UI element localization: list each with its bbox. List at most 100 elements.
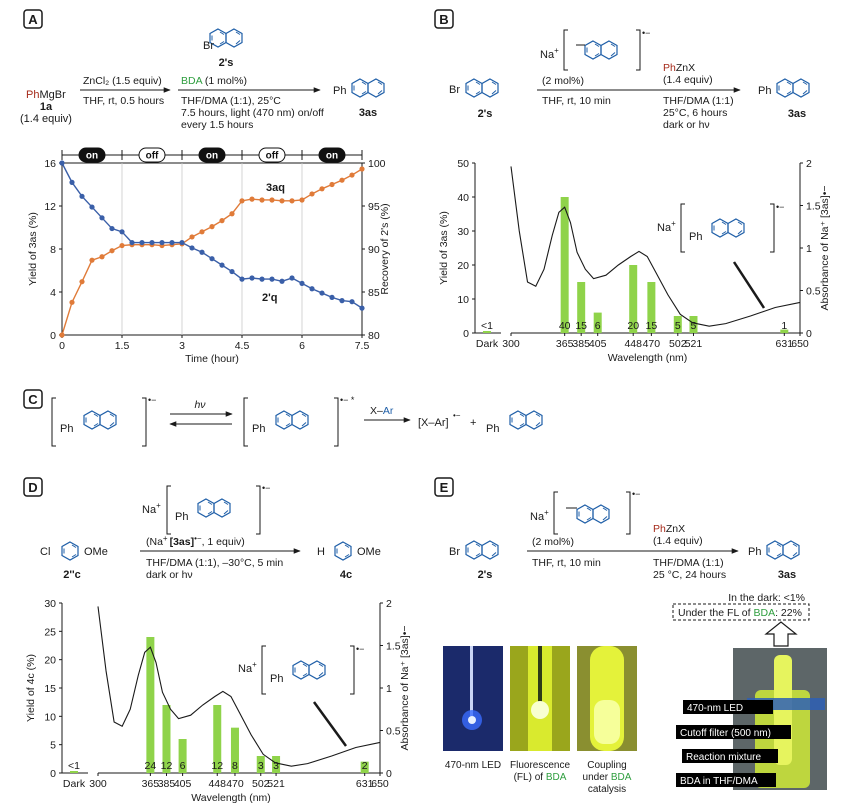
chartB-bar-448	[629, 265, 638, 333]
chart-a-point-3aq	[309, 191, 315, 197]
d-cond1: THF/DMA (1:1), –30°C, 5 min	[146, 557, 283, 569]
e-reagent-equiv: (1.4 equiv)	[653, 535, 703, 547]
chartD-ylabel-right: Absorbance of Na⁺ [3as]•−	[399, 625, 411, 750]
d-radical: •−	[262, 483, 270, 493]
panel-d-badge	[23, 477, 43, 497]
chart-a-point-3aq	[279, 198, 285, 204]
chartB-ytick-left-label: 10	[457, 294, 469, 306]
chartD-bar-label-448: 12	[211, 760, 223, 772]
d-start-name: 2''c	[63, 569, 80, 581]
product-structure	[351, 78, 385, 98]
chart-a-xtick-label: 7.5	[355, 340, 370, 352]
chartB-bar-Dark	[483, 331, 491, 333]
e-product-ph: Ph	[748, 546, 761, 558]
e-up-arrow	[764, 621, 798, 647]
chart-a: 0 1.5 3 4.5 6 7.5 0 4 8 12 16 80 85 90 95 100 Time (hour…	[27, 158, 391, 365]
chartB-bar-label-521: 5	[691, 320, 697, 332]
chart-a-point-3aq	[199, 229, 205, 235]
d-product-name: 4c	[340, 569, 352, 581]
panel-a-badge	[23, 9, 43, 29]
e-step1-bottom: THF, rt, 10 min	[532, 557, 601, 569]
e-cond1: THF/DMA (1:1)	[653, 557, 724, 569]
chart-a-point-3aq	[289, 198, 295, 204]
chartB-bar-502	[673, 316, 682, 333]
b-cat-structure	[584, 40, 618, 60]
setup-callouts: 470-nm LED Cutoff filter (500 nm) Reacti…	[676, 700, 791, 787]
chartB-xtick-label: 502	[669, 338, 687, 350]
photo-coupling	[577, 646, 637, 751]
d-inset-bracket-right	[350, 645, 355, 695]
chart-a-xtick-label: 6	[299, 340, 305, 352]
chartD-ytick-left-label: 15	[44, 683, 56, 695]
step2-line3: every 1.5 hours	[181, 119, 253, 131]
chart-a-xlabel: Time (hour)	[185, 353, 239, 365]
c-bracket2-right	[334, 397, 339, 447]
c-plus: +	[470, 417, 476, 429]
b-inset-ph: Ph	[689, 231, 702, 243]
panel-b-badge	[434, 9, 454, 29]
callout-led: 470-nm LED	[687, 703, 743, 714]
b-product-structure	[776, 78, 810, 98]
d-start-ome: OMe	[84, 546, 108, 558]
chartB-ytick-right-label: 2	[806, 158, 812, 170]
chart-a-point-2'q	[349, 299, 355, 305]
chartD-bar-521	[272, 756, 281, 773]
aryl-bromide-name: 2's	[219, 57, 234, 69]
c-radical2: •− *	[340, 395, 355, 405]
chartB-bar-365	[560, 197, 569, 333]
d-start-structure	[61, 541, 79, 561]
chart-a-point-2'q	[129, 239, 135, 246]
chart-a-ytick-left-label: 8	[50, 244, 56, 256]
callout-filter: Cutoff filter (500 nm)	[680, 728, 771, 739]
chartD-bar-405	[178, 739, 187, 773]
aryl-bromide-structure	[209, 28, 243, 48]
chart-a-point-2'q	[89, 204, 95, 210]
d-bracket-left	[166, 485, 171, 535]
chart-a-series-line-2'q	[61, 162, 363, 309]
chartB-ytick-right-label: 1.5	[806, 201, 821, 213]
chart-a-ytick-right-label: 95	[368, 201, 380, 213]
chartD-bar-label-470: 8	[232, 760, 238, 772]
c-ph1: Ph	[60, 423, 73, 435]
d-bracket-right	[256, 485, 261, 535]
photo-led	[443, 646, 503, 751]
photo-led-wire	[470, 646, 473, 716]
chartD-ytick-left-label: 25	[44, 626, 56, 638]
e-cond2: 25 °C, 24 hours	[653, 569, 726, 581]
chartD-bar-label-502: 3	[258, 760, 264, 772]
chartD-absorbance-curve	[97, 606, 381, 767]
chartB-ytick-left-label: 0	[463, 328, 469, 340]
chart-a-point-3aq	[59, 332, 65, 338]
b-product-name: 3as	[788, 108, 806, 120]
chartB-xtick-label: 365	[556, 338, 574, 350]
chart-a-point-3aq	[69, 299, 75, 305]
panel-e: E Br 2's Na+ •− (2 mol%) THF, rt, 10 min…	[434, 477, 827, 795]
chart-a-ytick-left-label: 4	[50, 287, 56, 299]
chart-a-point-2'q	[249, 275, 255, 281]
chartB-xtick-label: 650	[791, 338, 809, 350]
chartD-xtick-label: 521	[267, 778, 285, 790]
d-inset-radical: •−	[356, 644, 364, 654]
chartD-bar-label-631: 2	[362, 760, 368, 772]
chartD-xtick-label: 650	[371, 778, 389, 790]
grignard-name: 1a	[40, 101, 53, 113]
chartB-ytick-right-label: 0	[806, 328, 812, 340]
chart-a-point-2'q	[329, 294, 335, 300]
e-bracket-right	[626, 491, 631, 535]
photo-setup	[733, 648, 827, 790]
chart-a-point-3aq	[219, 218, 225, 224]
chartD-bar-385	[162, 705, 171, 773]
product-ph: Ph	[333, 85, 346, 97]
chart-a-point-2'q	[239, 276, 245, 282]
chartD-xtick-label: 405	[174, 778, 192, 790]
callout-bda: BDA in THF/DMA	[680, 776, 758, 787]
chart-a-point-3aq	[249, 196, 255, 202]
e-reagent: PhZnX	[653, 523, 685, 535]
photo3-caption-d: catalysis	[588, 784, 626, 795]
e-na: Na+	[530, 508, 549, 523]
chart-a-point-3aq	[99, 254, 105, 260]
chart-a-frame	[61, 162, 363, 336]
chart-a-xtick-label: 0	[59, 340, 65, 352]
chartB-bar-label-470: 15	[646, 320, 658, 332]
